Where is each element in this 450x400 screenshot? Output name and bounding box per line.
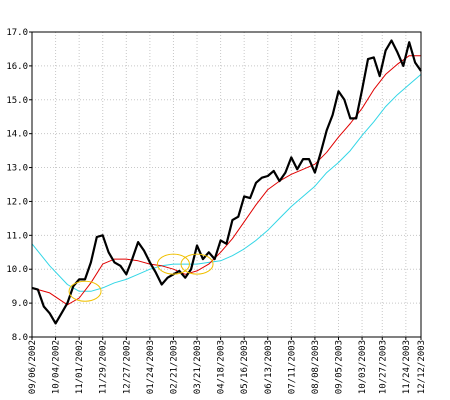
- x-tick-label: 09/05/2003: [334, 340, 344, 394]
- x-tick-label: 04/18/2003: [217, 340, 227, 394]
- y-tick-label: 8.0: [12, 333, 28, 343]
- y-tick-label: 13.0: [6, 164, 28, 174]
- x-tick-label: 02/21/2003: [169, 340, 179, 394]
- x-tick-label: 08/08/2003: [311, 340, 321, 394]
- x-tick-label: 10/03/2003: [358, 340, 368, 394]
- x-tick-label: 01/24/2003: [146, 340, 156, 394]
- plot-area: [32, 32, 421, 337]
- y-tick-label: 9.0: [12, 299, 28, 309]
- x-tick-label: 11/29/2002: [99, 340, 109, 394]
- x-tick-label: 10/27/2003: [378, 340, 388, 394]
- x-tick-label: 03/21/2003: [193, 340, 203, 394]
- x-tick-label: 09/06/2002: [28, 340, 38, 394]
- x-tick-label: 06/13/2003: [264, 340, 274, 394]
- y-tick-label: 14.0: [6, 130, 28, 140]
- x-tick-label: 10/04/2002: [52, 340, 62, 394]
- y-tick-label: 16.0: [6, 62, 28, 72]
- x-tick-label: 12/27/2002: [122, 340, 132, 394]
- y-tick-label: 15.0: [6, 96, 28, 106]
- y-tick-label: 11.0: [6, 231, 28, 241]
- price-line: [31, 39, 422, 325]
- moving-average-long-line: [31, 74, 422, 292]
- highlight-ellipse: [156, 253, 190, 275]
- plot-frame: [31, 31, 422, 338]
- highlight-ellipse: [68, 280, 102, 302]
- x-tick-label: 11/01/2002: [75, 340, 85, 394]
- x-tick-label: 12/12/2003: [417, 340, 427, 394]
- y-tick-label: 17.0: [6, 28, 28, 38]
- highlight-ellipse: [180, 253, 214, 275]
- x-tick-label: 11/24/2003: [402, 340, 412, 394]
- y-tick-label: 10.0: [6, 265, 28, 275]
- x-tick-label: 07/11/2003: [287, 340, 297, 394]
- x-tick-label: 05/16/2003: [240, 340, 250, 394]
- y-tick-label: 12.0: [6, 197, 28, 207]
